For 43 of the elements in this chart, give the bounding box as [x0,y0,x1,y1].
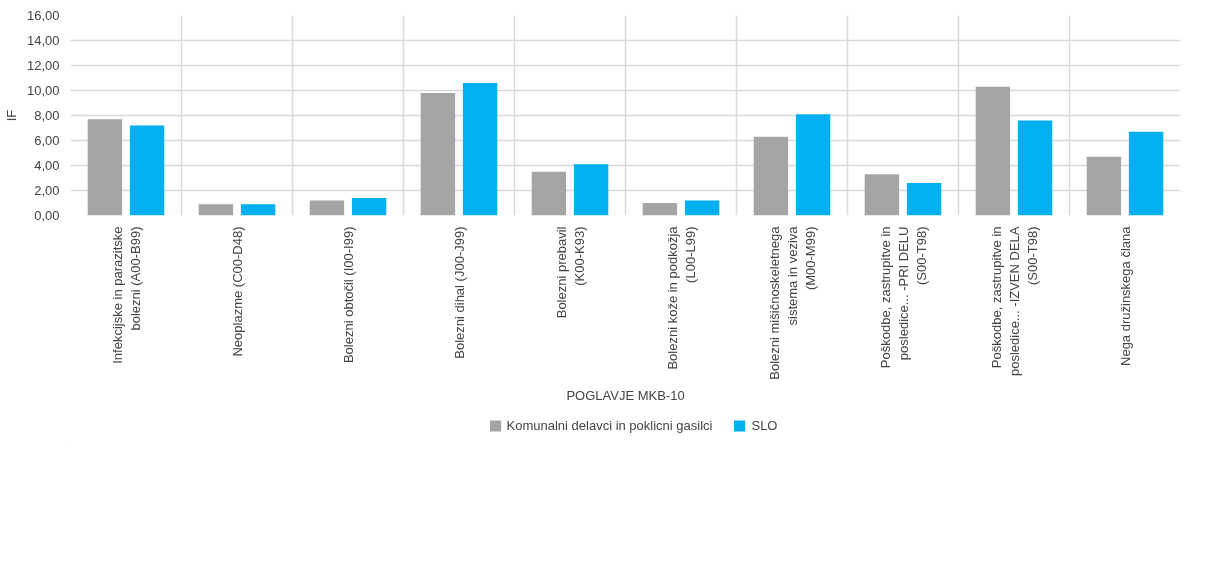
y-tick-label: 14,00 [26,33,60,48]
y-tick-label: 12,00 [26,58,60,73]
x-tick-label: Bolezni kože in podkožja (L00-L99) [664,225,698,370]
x-tick-label: Poškodbe, zastrupitve in posledice... -PRI DELU (S00-T98) [877,226,929,369]
x-tick-label: Neoplazme (C00-D48) [229,226,245,357]
x-tick-label: Poškodbe, zastrupitve in posledice... -IZVEN DELA (S00-T98) [988,226,1040,377]
bar [351,198,387,216]
y-tick-label: 10,00 [26,83,60,98]
bar [642,203,678,216]
bar [1086,156,1122,216]
bar [1128,131,1164,216]
y-axis-title: IF [3,109,19,122]
bar [1017,120,1053,216]
x-axis-title: POGLAVJE MKB-10 [566,387,685,403]
y-tick-label: 6,00 [34,133,60,148]
bar [795,114,831,216]
bar [87,119,123,216]
bar [975,86,1011,216]
bar [684,200,720,216]
bar [864,174,900,216]
bar [531,171,567,216]
y-tick-label: 0,00 [34,208,60,223]
x-tick-label: Bolezni obtočil (I00-I99) [340,226,356,364]
bar [573,164,609,216]
y-tick-label: 2,00 [34,183,60,198]
y-tick-label: 8,00 [34,108,60,123]
legend-label: Komunalni delavci in poklicni gasilci [506,417,713,433]
bar [462,83,498,216]
bar [753,136,789,216]
bar [906,183,942,216]
x-tick-label: Infekcijske in parazitske bolezni (A00-B99) [109,226,143,364]
x-tick-label: Bolezni mišičnoskeletnega sistema in veziva (M00-M99) [766,225,818,380]
bar [129,125,165,216]
bar [240,204,276,216]
x-tick-label: Nega družinskega člana [1117,225,1133,366]
y-tick-label: 16,00 [26,8,60,23]
bar [420,93,456,216]
legend-label: SLO [751,417,778,433]
x-tick-label: Bolezni dihal (J00-J99) [451,226,467,359]
bar [198,204,234,216]
bar [309,200,345,216]
y-tick-label: 4,00 [34,158,60,173]
x-tick-label: Bolezni prebavil (K00-K93) [553,226,587,319]
